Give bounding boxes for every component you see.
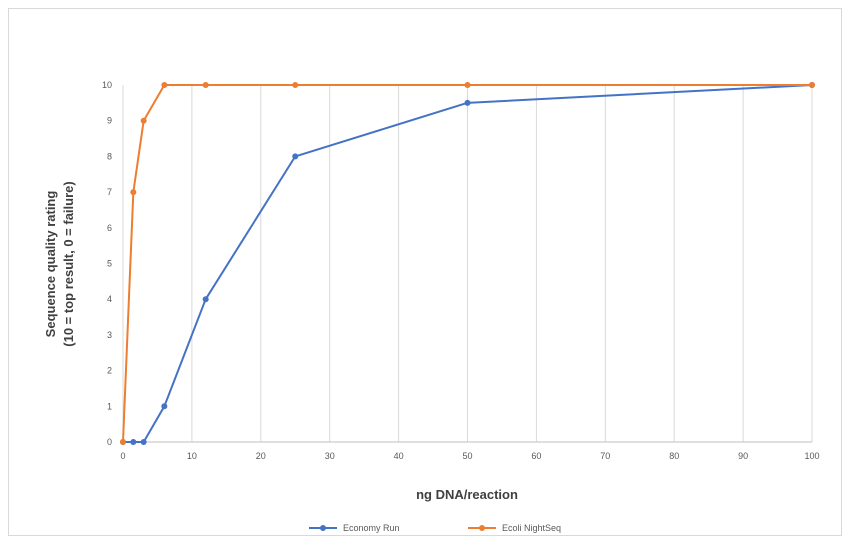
series-1-point [130,439,137,445]
x-tick-label: 70 [600,451,610,461]
series-1-point [292,153,299,160]
x-tick-label: 50 [462,451,472,461]
series-2-point [464,82,471,88]
x-tick-label: 60 [531,451,541,461]
y-tick-label: 5 [107,259,112,269]
legend-swatch-marker [479,525,485,531]
y-tick-label: 10 [102,80,112,90]
y-tick-label: 0 [107,437,112,447]
x-tick-label: 100 [804,451,819,461]
y-axis-ticks: 0 1 2 3 4 5 6 7 8 9 10 [102,80,112,447]
y-tick-label: 3 [107,330,112,340]
series-line-2 [122,84,812,443]
series-1-point [140,439,147,445]
x-tick-label: 10 [187,451,197,461]
y-tick-label: 6 [107,223,112,233]
legend-swatch-marker [320,525,326,531]
x-tick-label: 30 [325,451,335,461]
x-tick-label: 90 [738,451,748,461]
legend: Economy Run Ecoli NightSeq [309,523,561,533]
legend-label: Ecoli NightSeq [502,523,561,533]
series-2-point [809,82,815,88]
y-axis-title-line-1: Sequence quality rating [43,191,58,338]
series-2-point [292,82,299,88]
y-tick-label: 1 [107,401,112,411]
series-2-point [202,82,209,88]
x-tick-label: 20 [256,451,266,461]
y-tick-label: 4 [107,294,112,304]
series-2-point [140,117,147,124]
series-1-point [202,296,209,303]
y-axis-title-line-2: (10 = top result, 0 = failure) [61,181,76,346]
series-2-point [161,82,168,88]
series-2-point [130,189,137,196]
series-1-point [464,99,471,106]
chart-frame [8,8,842,536]
y-tick-label: 8 [107,151,112,161]
series-1-point [161,403,168,410]
x-axis-title: ng DNA/reaction [416,487,518,502]
x-axis-ticks: 0 10 20 30 40 50 60 70 80 90 100 [120,451,819,461]
series-group [120,82,815,445]
y-tick-label: 7 [107,187,112,197]
legend-label: Economy Run [343,523,400,533]
y-tick-label: 9 [107,116,112,126]
series-2-point [120,439,126,445]
y-tick-label: 2 [107,366,112,376]
x-tick-label: 80 [669,451,679,461]
gridlines [122,85,813,443]
x-tick-label: 0 [120,451,125,461]
y-axis-title: Sequence quality rating (10 = top result… [43,181,76,346]
x-tick-label: 40 [394,451,404,461]
